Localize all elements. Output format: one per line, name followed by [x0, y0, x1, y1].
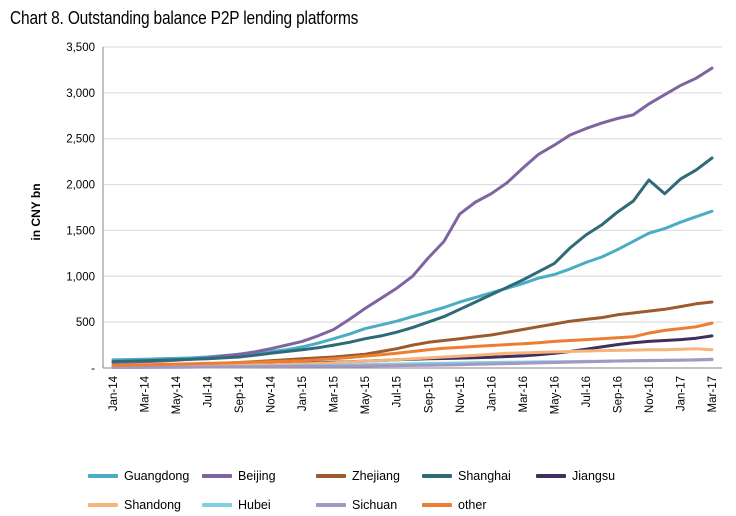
series-lines — [111, 66, 714, 369]
y-tick-label: 3,000 — [66, 88, 95, 100]
legend-item-zhejiang: Zhejiang — [316, 469, 400, 483]
legend-label: Sichuan — [352, 498, 398, 512]
legend-label: other — [458, 498, 487, 512]
legend-swatch — [316, 474, 346, 478]
x-tick-label: Mar-17 — [707, 376, 719, 412]
y-tick-label: - — [91, 363, 95, 375]
legend-label: Zhejiang — [352, 469, 400, 483]
legend-item-guangdong: Guangdong — [88, 469, 189, 483]
x-tick-label: Jul-14 — [203, 375, 215, 407]
x-tick-label: Mar-16 — [518, 376, 530, 412]
legend-swatch — [422, 503, 452, 507]
y-tick-labels: - 500 1,000 1,500 2,000 2,500 3,000 3,500 — [66, 42, 95, 375]
x-tick-label: Jan-15 — [297, 376, 309, 411]
legend-swatch — [422, 474, 452, 478]
legend-label: Hubei — [238, 498, 271, 512]
legend-label: Beijing — [238, 469, 276, 483]
legend-label: Jiangsu — [572, 469, 616, 483]
legend-item-beijing: Beijing — [202, 469, 276, 483]
x-tick-label: May-15 — [360, 376, 372, 414]
y-tick-label: 1,000 — [66, 271, 95, 283]
legend-label: Guangdong — [124, 469, 190, 483]
y-tick-label: 2,500 — [66, 134, 95, 146]
series-line-beijing — [111, 66, 714, 364]
legend-swatch — [202, 474, 232, 478]
legend-item-jiangsu: Jiangsu — [536, 469, 615, 483]
legend-swatch — [536, 474, 566, 478]
legend-item-other: other — [422, 498, 487, 512]
x-tick-label: Sep-16 — [612, 376, 624, 413]
x-tick-label: Nov-15 — [455, 376, 467, 413]
series-line-sichuan — [111, 357, 714, 369]
y-tick-label: 500 — [76, 317, 95, 329]
legend-item-hubei: Hubei — [202, 498, 271, 512]
legend-swatch — [88, 474, 118, 478]
legend-label: Shanghai — [458, 469, 511, 483]
x-tick-label: Nov-14 — [266, 375, 278, 413]
x-tick-label: Mar-15 — [329, 376, 341, 412]
x-tick-label: Jul-16 — [581, 376, 593, 407]
legend-item-shandong: Shandong — [88, 498, 181, 512]
y-tick-label: 2,000 — [66, 180, 95, 192]
legend-swatch — [316, 503, 346, 507]
x-tick-label: Nov-16 — [644, 376, 656, 413]
x-tick-label: May-14 — [171, 375, 183, 414]
axes — [102, 47, 722, 369]
x-tick-label: Sep-14 — [234, 375, 246, 413]
x-tick-labels: Jan-14 Mar-14 May-14 Jul-14 Sep-14 Nov-14 Jan-… — [108, 375, 719, 414]
y-tick-label: 1,500 — [66, 225, 95, 237]
legend-swatch — [88, 503, 118, 507]
x-tick-label: Jan-17 — [675, 376, 687, 411]
chart-title: Chart 8. Outstanding balance P2P lending… — [10, 8, 359, 28]
legend-label: Shandong — [124, 498, 182, 512]
gridlines — [103, 46, 722, 323]
x-tick-label: May-16 — [549, 376, 561, 414]
x-tick-label: Jan-16 — [486, 376, 498, 411]
x-tick-label: Sep-15 — [423, 376, 435, 413]
y-axis-label: in CNY bn — [29, 183, 43, 240]
legend-swatch — [202, 503, 232, 507]
series-line-other — [111, 321, 714, 367]
series-line-shanghai — [111, 156, 714, 364]
legend-item-shanghai: Shanghai — [422, 469, 511, 483]
x-tick-label: Jan-14 — [108, 375, 120, 411]
y-tick-label: 3,500 — [66, 42, 95, 54]
x-tick-label: Mar-14 — [140, 375, 152, 412]
legend-item-sichuan: Sichuan — [316, 498, 397, 512]
x-tick-label: Jul-15 — [392, 376, 404, 407]
